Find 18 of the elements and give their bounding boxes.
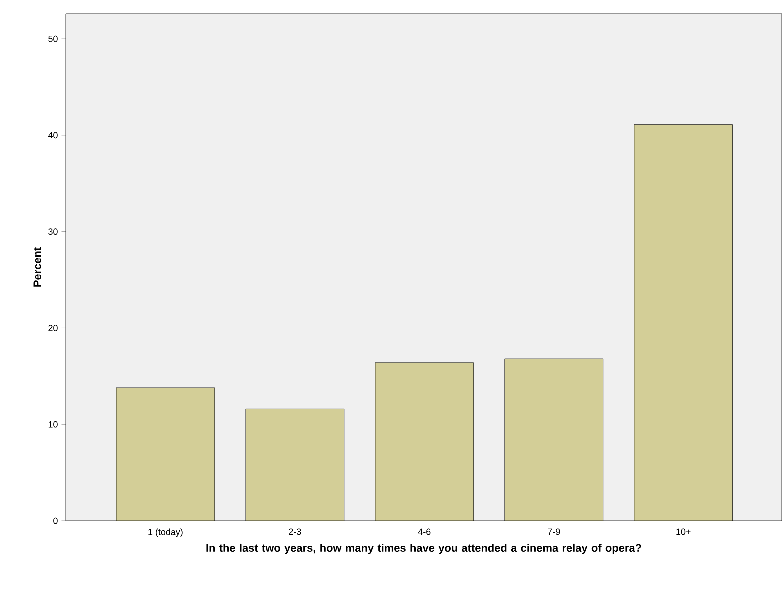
bar <box>375 362 474 521</box>
y-tick-label: 30 <box>48 228 58 236</box>
y-axis-title: Percent <box>34 248 42 287</box>
y-tick-label: 0 <box>54 518 58 524</box>
x-tick-label: 10+ <box>676 528 691 536</box>
x-tick-label: 2-3 <box>289 528 302 536</box>
y-tick-label: 10 <box>48 421 58 428</box>
x-tick-label: 7-9 <box>548 528 560 536</box>
x-tick-label: 1 (today) <box>148 528 183 538</box>
bar <box>504 359 604 521</box>
x-axis-title: In the last two years, how many times have you attended a cinema relay of opera? <box>206 544 642 554</box>
y-tick-label: 40 <box>48 132 58 139</box>
bar <box>116 388 216 521</box>
bar <box>246 408 345 521</box>
x-tick-label: 4-6 <box>418 528 431 536</box>
bar <box>634 124 734 521</box>
y-tick-label: 20 <box>48 325 58 332</box>
y-tick-label: 50 <box>48 36 58 42</box>
